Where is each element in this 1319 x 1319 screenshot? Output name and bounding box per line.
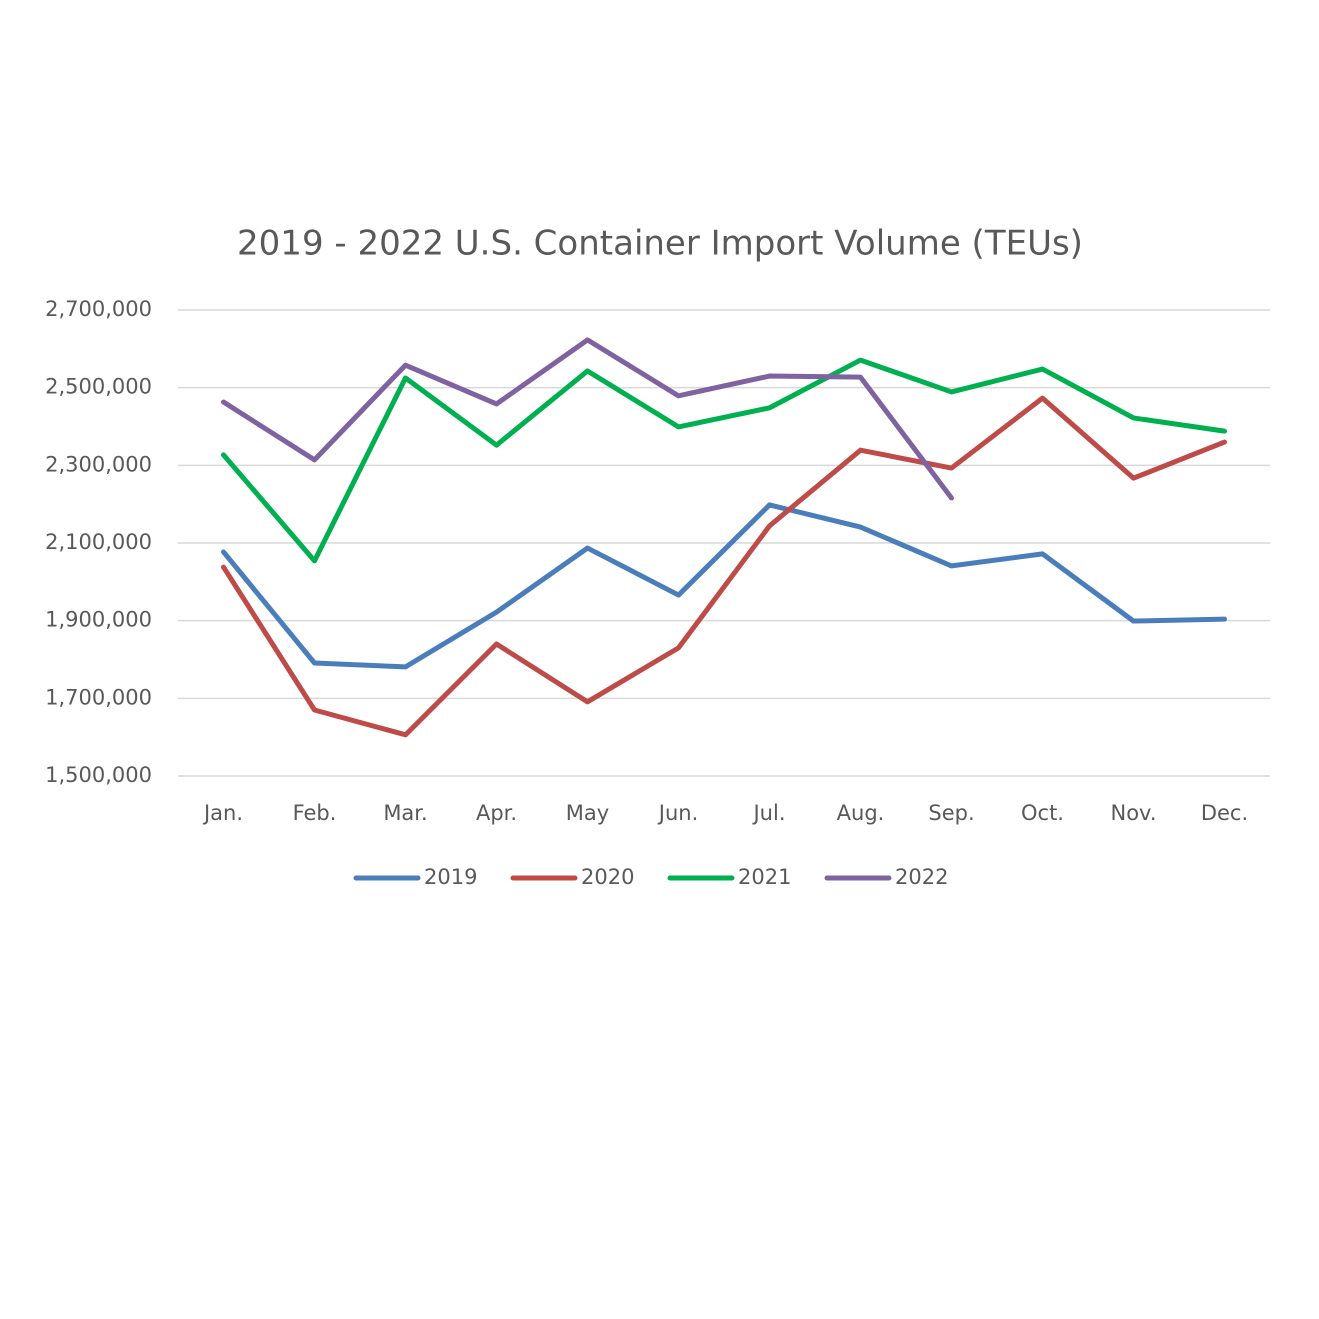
series-line bbox=[221, 502, 1227, 670]
x-tick-label: Mar. bbox=[383, 801, 427, 825]
x-tick-label: Nov. bbox=[1110, 801, 1156, 825]
series-line bbox=[221, 357, 1227, 564]
legend-label: 2019 bbox=[424, 865, 477, 889]
x-tick-label: May bbox=[566, 801, 609, 825]
x-tick-label: Oct. bbox=[1021, 801, 1064, 825]
x-tick-label: Aug. bbox=[837, 801, 885, 825]
series-line bbox=[221, 337, 954, 501]
series-line bbox=[221, 395, 1227, 738]
y-tick-label: 2,500,000 bbox=[45, 375, 152, 399]
y-tick-label: 1,900,000 bbox=[45, 608, 152, 632]
y-tick-label: 2,700,000 bbox=[45, 297, 152, 321]
y-tick-label: 2,100,000 bbox=[45, 530, 152, 554]
chart-title: 2019 - 2022 U.S. Container Import Volume… bbox=[237, 224, 1083, 264]
x-tick-label: Jun. bbox=[657, 801, 699, 825]
y-tick-label: 1,500,000 bbox=[45, 763, 152, 787]
x-tick-label: Dec. bbox=[1201, 801, 1248, 825]
x-tick-label: Jul. bbox=[751, 801, 785, 825]
x-tick-label: Apr. bbox=[476, 801, 517, 825]
y-tick-label: 1,700,000 bbox=[45, 685, 152, 709]
y-tick-label: 2,300,000 bbox=[45, 452, 152, 476]
x-tick-label: Jan. bbox=[202, 801, 243, 825]
x-tick-label: Sep. bbox=[928, 801, 974, 825]
x-tick-label: Feb. bbox=[293, 801, 337, 825]
legend-label: 2022 bbox=[895, 865, 948, 889]
legend-label: 2020 bbox=[581, 865, 634, 889]
legend-label: 2021 bbox=[738, 865, 791, 889]
